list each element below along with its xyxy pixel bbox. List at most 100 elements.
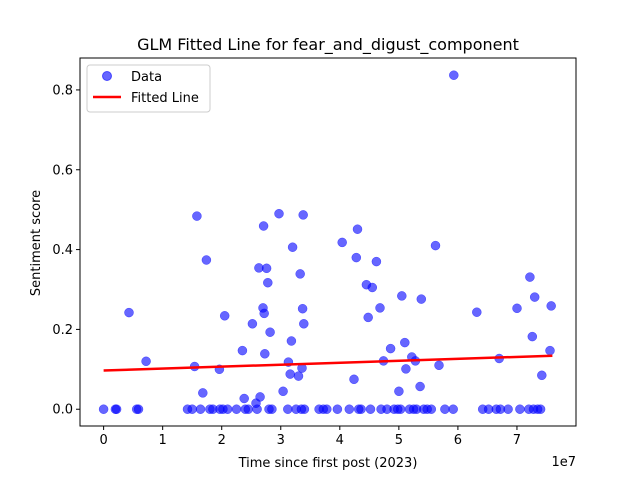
data-point	[352, 224, 363, 234]
data-point	[239, 393, 249, 404]
data-point	[529, 292, 540, 302]
data-point	[525, 272, 535, 282]
data-point	[375, 303, 385, 313]
data-point	[195, 404, 206, 414]
data-point	[201, 255, 212, 265]
fitted-line-layer	[103, 354, 553, 372]
data-point	[299, 319, 309, 329]
data-point	[440, 404, 450, 414]
x-tick-label: 5	[395, 433, 403, 448]
data-point	[512, 303, 522, 314]
data-point	[400, 337, 410, 348]
data-point	[472, 307, 482, 317]
data-point	[349, 374, 359, 385]
data-point	[503, 404, 513, 414]
fitted-line	[103, 354, 553, 372]
data-point	[297, 303, 308, 314]
x-axis-label: Time since first post (2023)	[238, 456, 418, 471]
data-point	[426, 404, 437, 414]
legend: Data Fitted Line	[86, 64, 211, 113]
data-point	[356, 404, 366, 414]
data-point	[98, 404, 109, 414]
data-point	[283, 404, 293, 414]
legend-data-marker	[102, 71, 112, 81]
data-point	[263, 277, 273, 288]
y-tick-label: 0.4	[52, 243, 73, 258]
axes-border	[79, 57, 577, 427]
legend-data-label: Data	[131, 70, 162, 85]
x-tick-label: 2	[218, 433, 226, 448]
data-point	[286, 336, 297, 346]
chart-title: GLM Fitted Line for fear_and_digust_comp…	[137, 35, 519, 55]
data-point	[546, 301, 556, 311]
y-axis-label: Sentiment score	[29, 190, 44, 296]
data-point	[545, 345, 555, 356]
data-point	[367, 282, 378, 293]
data-point	[322, 404, 332, 414]
data-point	[394, 386, 404, 397]
data-point	[515, 404, 525, 414]
data-point	[351, 252, 362, 263]
data-point	[287, 242, 298, 252]
data-point	[255, 392, 265, 402]
x-tick-label: 0	[99, 433, 107, 448]
axes-frame	[79, 57, 577, 427]
data-point	[371, 256, 382, 267]
y-tick-label: 0.8	[52, 83, 73, 98]
data-point	[448, 404, 458, 414]
x-axis-ticks: 0 1 2 3 4 5 6 7	[99, 426, 521, 448]
data-point	[267, 404, 277, 414]
data-point	[449, 70, 459, 80]
data-point	[395, 404, 406, 414]
data-point	[124, 307, 134, 318]
data-point	[111, 404, 122, 414]
data-point	[434, 360, 444, 371]
data-point	[192, 211, 202, 221]
data-point	[535, 404, 546, 414]
data-point	[401, 364, 411, 374]
data-point	[385, 343, 396, 354]
legend-box	[86, 64, 211, 113]
data-point	[278, 386, 288, 397]
data-point	[141, 356, 151, 367]
data-point	[260, 349, 270, 359]
data-point	[298, 210, 308, 220]
plot-area	[98, 70, 556, 414]
data-point	[231, 404, 242, 414]
data-point	[337, 237, 347, 248]
data-point	[397, 291, 407, 301]
x-axis-offset-label: 1e7	[551, 455, 576, 470]
data-point	[332, 404, 343, 414]
data-point	[247, 319, 258, 329]
data-point	[295, 269, 305, 279]
data-point	[222, 404, 233, 414]
x-tick-label: 6	[454, 433, 462, 448]
data-point	[430, 240, 441, 251]
data-point	[258, 221, 269, 231]
data-point	[527, 331, 538, 342]
data-point	[285, 369, 295, 379]
x-tick-label: 7	[513, 433, 521, 448]
data-point	[415, 381, 425, 392]
data-point	[237, 345, 248, 356]
data-point	[365, 404, 376, 414]
data-point	[198, 388, 208, 398]
data-point	[187, 404, 197, 414]
y-tick-label: 0.6	[52, 163, 73, 178]
data-point	[344, 404, 355, 414]
data-point	[363, 312, 373, 323]
y-tick-label: 0.2	[52, 323, 73, 338]
data-point	[243, 404, 254, 414]
x-tick-label: 4	[336, 433, 344, 448]
data-point	[219, 311, 230, 321]
x-tick-label: 1	[159, 433, 167, 448]
legend-fitted-line-label: Fitted Line	[131, 91, 199, 106]
data-point	[252, 404, 262, 414]
data-point	[537, 370, 547, 381]
data-point	[274, 208, 284, 219]
data-point	[416, 294, 427, 304]
data-point	[293, 371, 304, 381]
data-point	[299, 404, 310, 414]
y-axis-ticks: 0.0 0.2 0.4 0.6 0.8	[52, 83, 80, 418]
